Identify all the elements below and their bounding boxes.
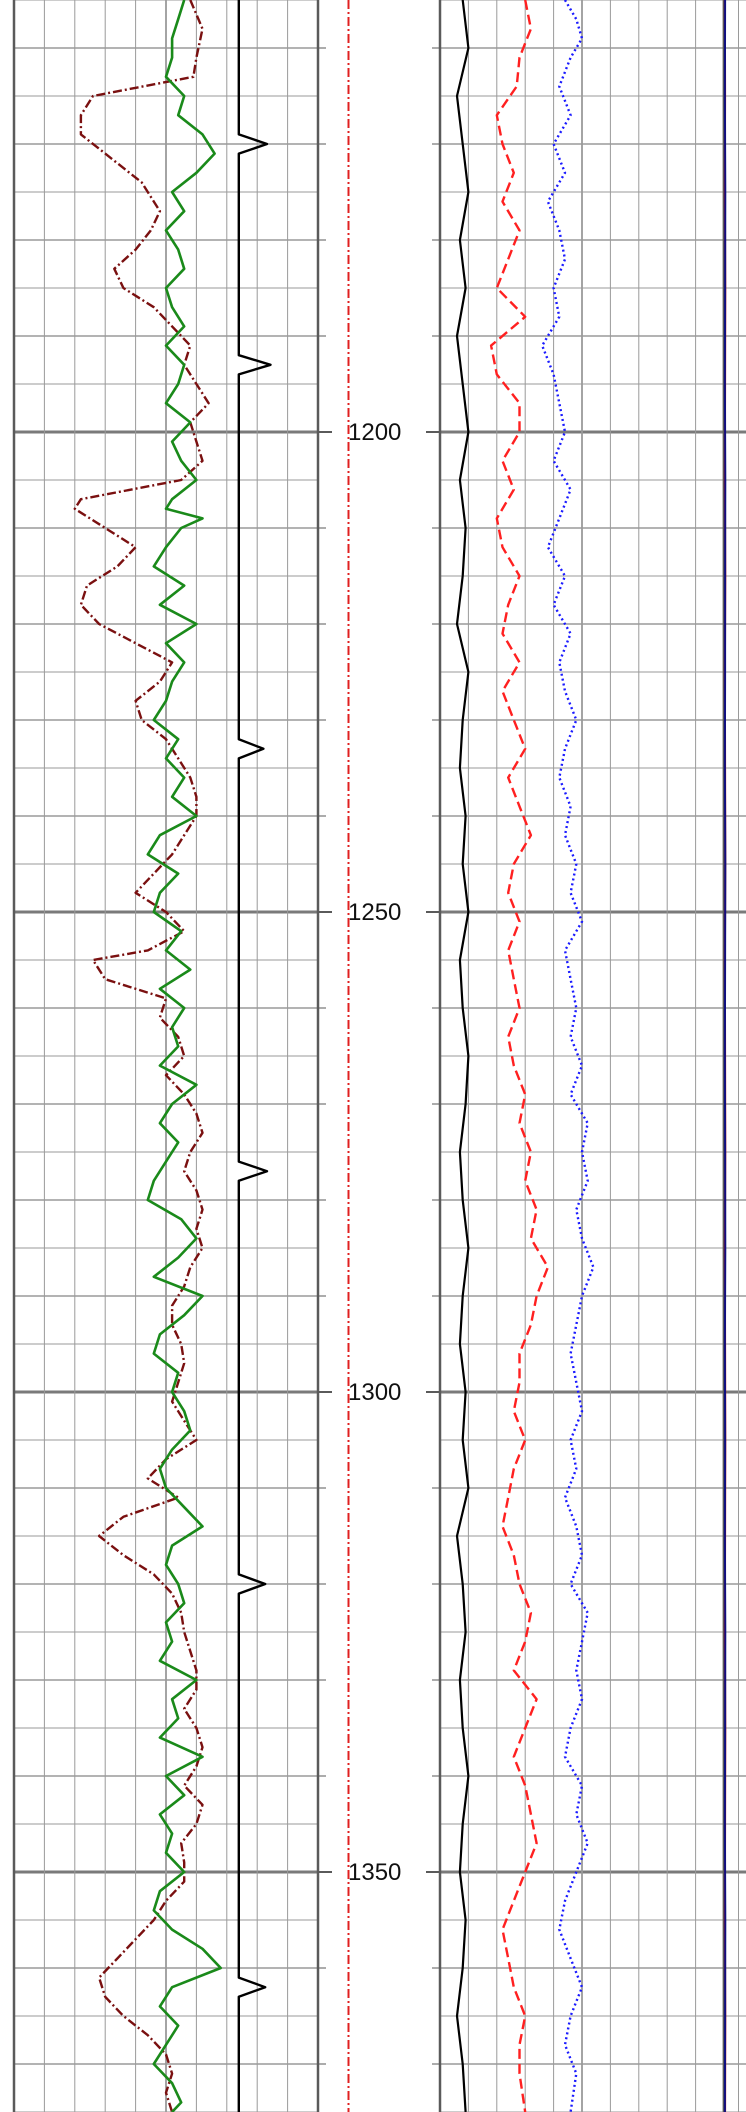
depth-label-1200: 1200 [348,419,401,446]
depth-label-1350: 1350 [348,1859,401,1886]
log-curves [73,0,727,2112]
depth-label-1300: 1300 [348,1379,401,1406]
track-1-series-1-curve [73,0,210,2112]
track-3-series-2-curve [489,0,550,2112]
track-3-series-3-curve [541,0,595,2112]
depth-label-1250: 1250 [348,899,401,926]
depth-labels: 1200 1250 1300 1350 [348,419,401,1886]
track-1-series-2-curve [146,0,222,2112]
track-3-series-1-curve [455,0,470,2112]
track-2-series-1-curve [237,0,272,2112]
